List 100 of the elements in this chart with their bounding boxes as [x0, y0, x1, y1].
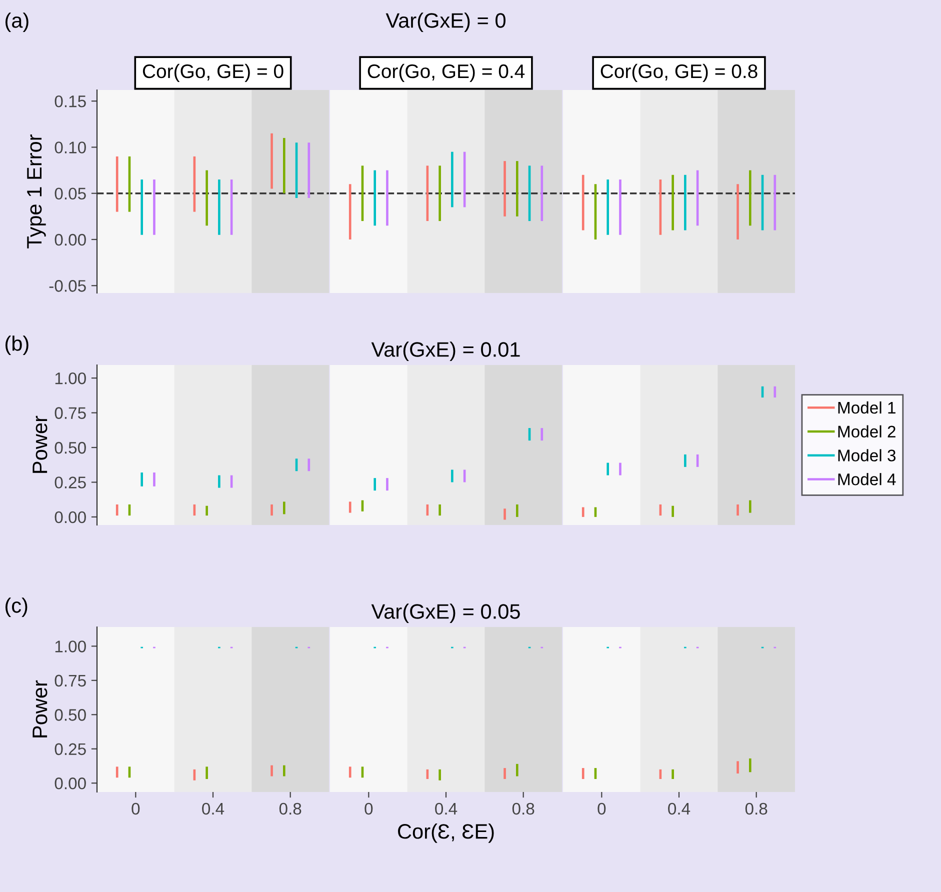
bar [140, 180, 144, 235]
y-tick-label: 1.00 [55, 372, 86, 384]
bar [386, 170, 388, 226]
y-axis-title: Power [32, 680, 48, 738]
x-tick-label: 0.4 [202, 802, 224, 815]
bar [672, 769, 674, 779]
text: (b) [5, 336, 28, 355]
bar [540, 166, 544, 222]
text: (a) [5, 12, 28, 32]
bar [308, 142, 310, 198]
y-tick-label: 0.00 [54, 234, 86, 246]
bar [116, 156, 118, 212]
bar [348, 184, 352, 240]
y-tick-label: 0.75 [54, 407, 86, 419]
bar [451, 152, 454, 208]
bar [582, 174, 584, 230]
bar [308, 458, 310, 472]
y-tick-label: 0.25 [54, 476, 86, 488]
bar [516, 504, 518, 517]
bar [582, 768, 584, 779]
bar [736, 761, 739, 774]
y-tick-label: 1.00 [55, 640, 86, 652]
x-tick-label: 0.8 [512, 802, 534, 815]
bar [206, 506, 208, 516]
bar [282, 765, 286, 776]
bar [116, 766, 118, 778]
bar [206, 766, 208, 779]
bar [619, 180, 622, 235]
bar [153, 180, 156, 235]
bar [270, 765, 273, 776]
bar [374, 170, 376, 226]
bar [748, 170, 752, 226]
bar [672, 506, 674, 517]
bar [736, 504, 739, 516]
chart-title: Var(GxE) = 0.01 [371, 342, 520, 361]
y-tick-label: 0.10 [54, 142, 86, 154]
y-tick-label: 0.50 [54, 442, 86, 454]
text: (c) [5, 598, 28, 617]
text: Var(GxE) = 0 [386, 12, 506, 32]
legend-label: Model 2 [838, 425, 896, 438]
bar [774, 174, 776, 230]
bar [451, 470, 454, 482]
bar [206, 170, 208, 226]
y-tick-label: 0.75 [54, 674, 86, 687]
bar [540, 428, 544, 441]
y-axis-title: Power [32, 416, 48, 473]
y-axis-title: Type 1 Error [27, 134, 46, 248]
bar [504, 768, 506, 779]
chart-title: Cor(Go, GE) = 0.8 [600, 64, 758, 82]
x-tick-label: 0.4 [435, 802, 458, 815]
x-axis-title: Cor(Ɛ, ƐE) [398, 824, 494, 843]
bar [748, 758, 752, 772]
bar [140, 472, 144, 486]
y-tick-label: 0.15 [54, 95, 86, 108]
bar [619, 462, 622, 476]
chart-title: Cor(Go, GE) = 0 [142, 64, 284, 82]
bar [270, 133, 273, 189]
bar [684, 174, 686, 230]
bar [672, 174, 674, 230]
y-tick-label: -0.05 [49, 280, 86, 292]
chart-title: Cor(Go, GE) = 0.4 [368, 64, 525, 82]
x-tick-label: 0 [598, 802, 606, 815]
bar [218, 180, 220, 235]
legend-label: Model 3 [838, 449, 896, 462]
bar [218, 475, 220, 488]
bar [438, 166, 441, 222]
y-tick-label: 0.05 [54, 188, 86, 200]
bar [348, 766, 352, 778]
bar [438, 504, 441, 516]
bar [606, 462, 610, 476]
bar [774, 386, 776, 398]
x-tick-label: 0.8 [745, 802, 768, 815]
bar [504, 161, 506, 216]
bar [606, 180, 610, 235]
legend-label: Model 4 [838, 473, 896, 486]
y-tick-label: 0.00 [54, 511, 86, 524]
x-tick-label: 0.4 [668, 802, 690, 815]
bar [516, 161, 518, 216]
x-tick-label: 0.8 [279, 802, 302, 815]
bar [374, 478, 376, 491]
bar [348, 502, 352, 513]
bar [282, 502, 286, 514]
bar [748, 500, 752, 513]
y-tick-label: 0.50 [54, 709, 86, 721]
bar [270, 504, 273, 516]
bar [582, 507, 584, 517]
y-tick-label: 0.00 [54, 778, 86, 790]
legend-label: Model 1 [838, 401, 896, 414]
bar [282, 138, 286, 194]
bar [736, 184, 739, 240]
y-tick-label: 0.25 [54, 743, 86, 756]
bar [153, 472, 156, 486]
bar [116, 504, 118, 516]
bar [438, 769, 441, 780]
bar [516, 764, 518, 776]
x-tick-label: 0 [364, 802, 373, 815]
bar [684, 454, 686, 467]
bar [386, 478, 388, 491]
bar [504, 508, 506, 520]
x-tick-label: 0 [132, 802, 140, 815]
